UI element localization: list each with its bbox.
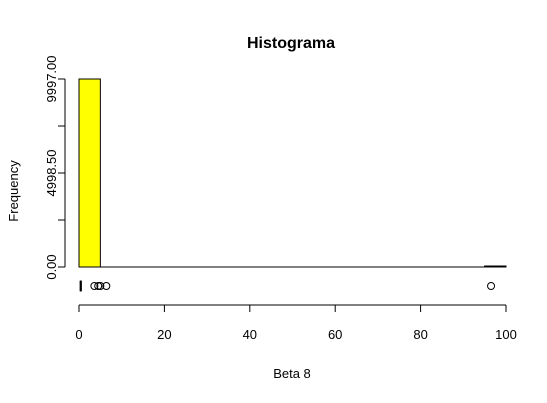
x-tick-label: 100 [495, 327, 517, 342]
y-tick-label: 0.00 [44, 254, 59, 279]
x-tick-label: 60 [328, 327, 342, 342]
boxplot-outlier [90, 282, 99, 290]
x-tick-label: 80 [413, 327, 427, 342]
boxplot-outlier [102, 282, 111, 290]
boxplot-outlier [487, 282, 496, 290]
x-axis-title: Beta 8 [273, 366, 311, 381]
boxplot-outlier [94, 282, 103, 290]
y-axis-title: Frequency [6, 160, 21, 222]
y-tick-label: 9997.00 [44, 56, 59, 103]
boxplot-outlier [96, 282, 105, 290]
chart-title: Histograma [247, 35, 335, 52]
histogram-bars [78, 78, 507, 268]
y-tick-label: 4998.50 [44, 150, 59, 197]
x-tick-label: 20 [157, 327, 171, 342]
x-axis: 0 20 40 60 80 100 [75, 304, 517, 342]
histogram-bar [78, 78, 101, 268]
x-tick-label: 0 [75, 327, 82, 342]
x-tick-label: 40 [243, 327, 257, 342]
boxplot [79, 280, 496, 292]
y-axis: 0.00 4998.50 9997.00 [44, 56, 66, 280]
